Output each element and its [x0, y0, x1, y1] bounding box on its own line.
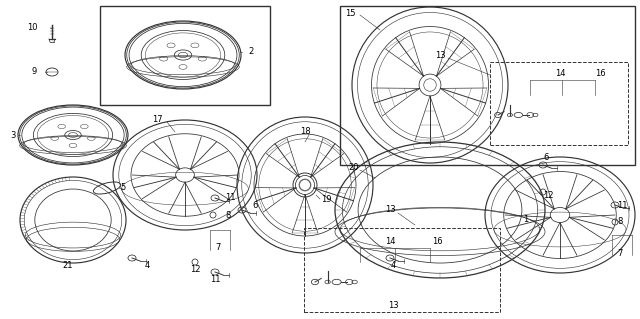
Text: 20: 20	[348, 162, 358, 172]
Text: 10: 10	[28, 24, 38, 33]
Text: 1: 1	[523, 216, 528, 225]
Text: 7: 7	[618, 249, 623, 257]
Text: 13: 13	[435, 50, 445, 60]
Text: 6: 6	[543, 153, 548, 162]
Text: 11: 11	[617, 201, 627, 210]
Text: 4: 4	[145, 261, 150, 270]
Text: 11: 11	[210, 276, 220, 285]
Text: 9: 9	[32, 68, 37, 77]
Text: 13: 13	[388, 300, 399, 309]
Text: 16: 16	[432, 238, 443, 247]
Text: 15: 15	[345, 10, 355, 19]
Text: 21: 21	[63, 261, 73, 270]
Bar	[304, 228, 500, 312]
Text: 7: 7	[215, 243, 221, 253]
Text: 14: 14	[385, 238, 396, 247]
Bar	[100, 6, 270, 105]
Bar	[490, 62, 628, 145]
Text: 8: 8	[225, 211, 230, 220]
Text: 6: 6	[252, 201, 257, 210]
Bar	[340, 6, 635, 165]
Text: 2: 2	[248, 48, 253, 56]
Text: 16: 16	[595, 69, 605, 78]
Text: 17: 17	[152, 115, 163, 124]
Text: 4: 4	[390, 261, 396, 270]
Text: 12: 12	[543, 190, 554, 199]
Text: 3: 3	[11, 130, 16, 139]
Text: 8: 8	[617, 218, 622, 226]
Text: 18: 18	[300, 128, 310, 137]
Text: 19: 19	[321, 195, 332, 204]
Text: 12: 12	[189, 265, 200, 275]
Text: 14: 14	[555, 69, 565, 78]
Text: 13: 13	[385, 205, 396, 214]
Text: 5: 5	[120, 183, 125, 192]
Text: 11: 11	[225, 194, 236, 203]
